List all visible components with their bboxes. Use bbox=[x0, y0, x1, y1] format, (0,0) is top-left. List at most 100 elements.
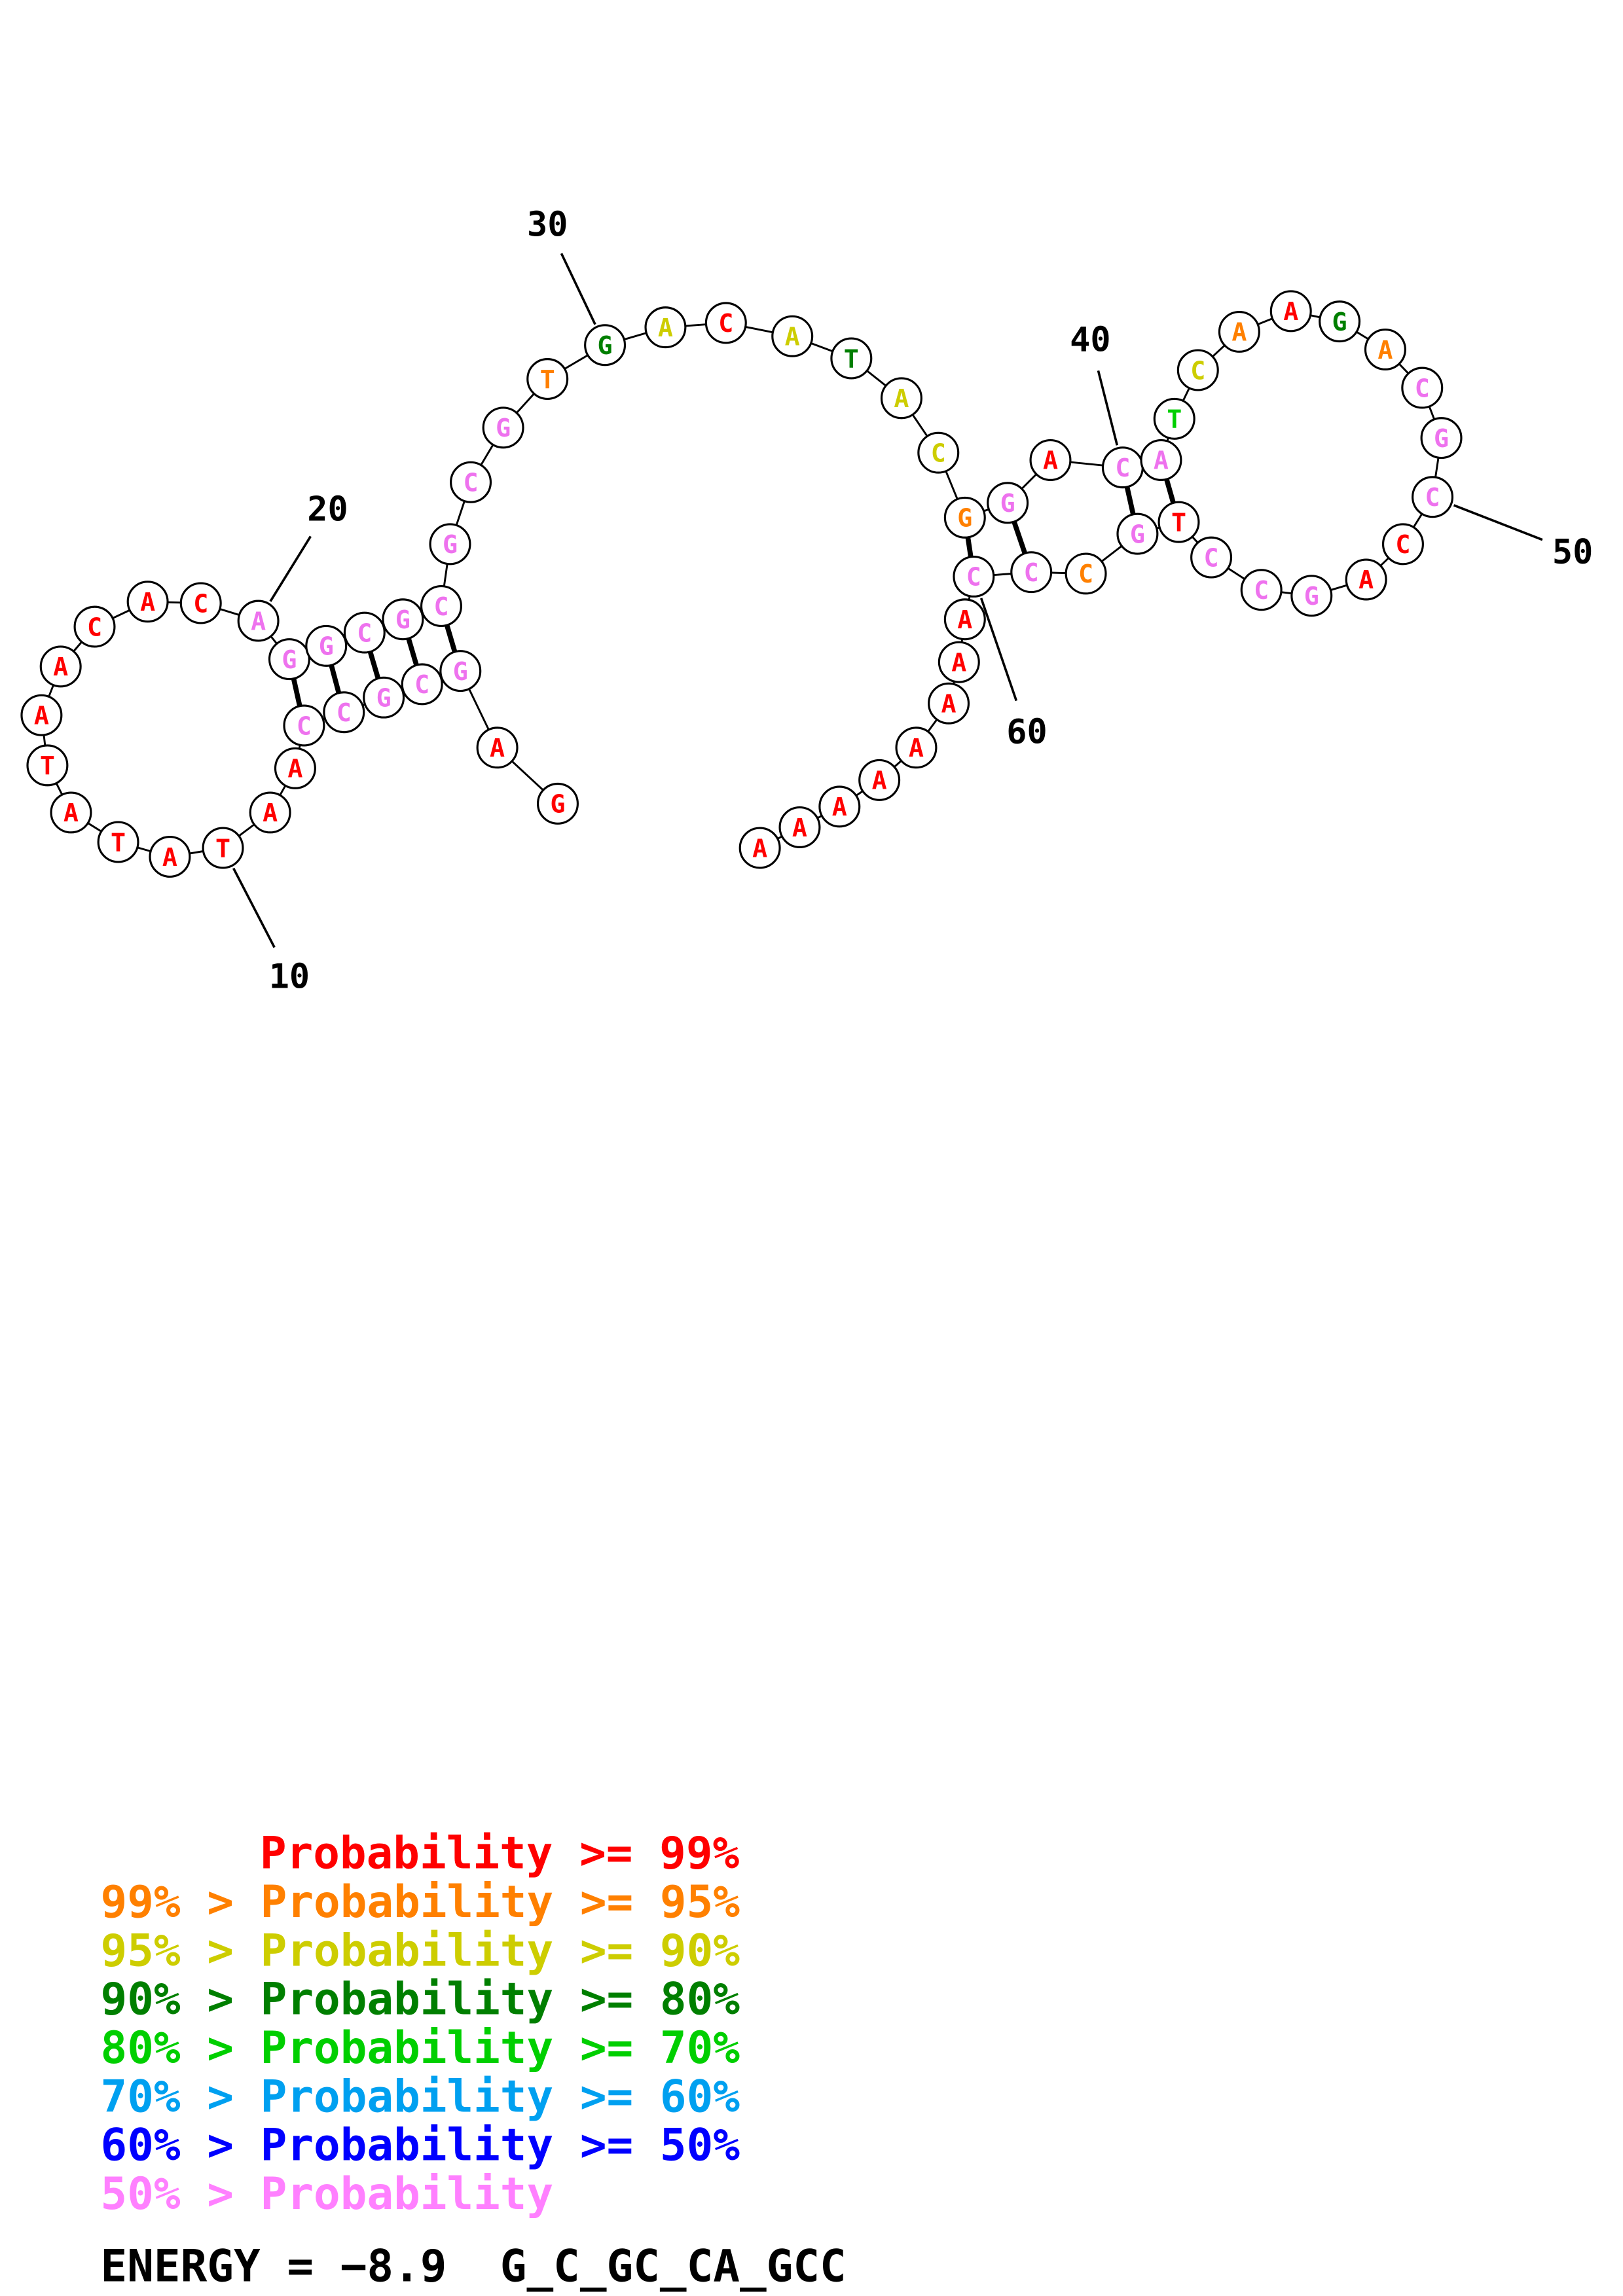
position-label: 50 bbox=[1552, 533, 1593, 572]
nucleotide-letter: C bbox=[193, 589, 208, 619]
nucleotide-letter: T bbox=[1167, 405, 1182, 435]
nucleotide-circle bbox=[1218, 310, 1260, 353]
nucleotide-circle bbox=[1401, 367, 1444, 409]
probability-legend: Probability >= 99% 99% > Probability >= … bbox=[101, 1827, 740, 2219]
nucleotide-circle bbox=[917, 431, 960, 474]
nucleotide-letter: A bbox=[1043, 446, 1058, 476]
nucleotide-circle bbox=[1412, 476, 1454, 518]
nucleotide-letter: A bbox=[53, 653, 68, 682]
nucleotide-letter: C bbox=[357, 619, 372, 648]
nucleotide-letter: G bbox=[1000, 489, 1015, 518]
nucleotide-circle bbox=[450, 461, 492, 503]
position-label: 10 bbox=[269, 958, 310, 997]
nucleotide-letter: C bbox=[1190, 356, 1205, 386]
nucleotide-letter: C bbox=[337, 698, 352, 728]
nucleotide-circle bbox=[482, 406, 524, 449]
nucleotide-circle bbox=[818, 785, 861, 828]
nucleotide-circle bbox=[97, 821, 139, 863]
nucleotide-circle bbox=[928, 682, 970, 725]
position-leader-line bbox=[232, 867, 276, 948]
nucleotide-circle bbox=[771, 315, 814, 357]
nucleotide-letter: C bbox=[1078, 560, 1093, 589]
nucleotide-letter: G bbox=[1332, 308, 1347, 337]
energy-line: ENERGY = −8.9 G_C_GC_CA_GCC bbox=[101, 2240, 847, 2291]
position-labels: 10 20 30 40 50 60 bbox=[269, 206, 1594, 997]
nucleotide-circle bbox=[895, 726, 938, 769]
nucleotide-letter: A bbox=[251, 607, 266, 636]
nucleotide-letter: A bbox=[951, 648, 966, 677]
nucleotide-letter: C bbox=[1415, 374, 1430, 403]
nucleotide-letter: C bbox=[1254, 576, 1269, 605]
nucleotide-letter: C bbox=[718, 309, 733, 338]
nucleotide-letter: A bbox=[1231, 318, 1247, 348]
nucleotide-letter: A bbox=[1359, 565, 1374, 595]
nucleotide-circle bbox=[274, 747, 316, 789]
position-leader-line bbox=[269, 535, 312, 602]
position-leader-line bbox=[1097, 370, 1119, 446]
nucleotide-letter: A bbox=[941, 689, 957, 719]
backbone bbox=[40, 310, 1443, 858]
nucleotide-letter: A bbox=[263, 798, 278, 828]
nucleotide-circle bbox=[1190, 536, 1233, 579]
nucleotide-letter: C bbox=[1024, 558, 1039, 588]
nucleotide-circle bbox=[943, 496, 986, 539]
nucleotide-letter: A bbox=[162, 843, 177, 872]
nucleotide-circle bbox=[283, 704, 325, 747]
leader-lines bbox=[232, 253, 1543, 948]
nucleotide-circle bbox=[943, 598, 986, 641]
nucleotide-letter: G bbox=[453, 657, 468, 687]
nucleotide-circle bbox=[1319, 300, 1361, 343]
nucleotide-letter: A bbox=[140, 588, 155, 617]
nucleotide-circle bbox=[429, 523, 471, 565]
nucleotide-circle bbox=[179, 582, 222, 624]
nucleotide-circle bbox=[363, 676, 405, 719]
nucleotide-letter: G bbox=[1130, 520, 1145, 549]
nucleotide-letter: A bbox=[785, 322, 800, 351]
nucleotide-circle bbox=[1029, 439, 1072, 481]
nucleotide-circle bbox=[1420, 417, 1463, 459]
nucleotide-circle bbox=[149, 836, 191, 878]
nucleotide-letter: A bbox=[1377, 336, 1393, 365]
nucleotide-circle bbox=[382, 598, 424, 641]
nucleotide-letter: T bbox=[1171, 508, 1186, 537]
nucleotide-circle bbox=[1345, 558, 1387, 601]
nucleotide-letter: T bbox=[844, 344, 859, 374]
nucleotide-circle bbox=[268, 638, 310, 681]
nucleotide-letter: C bbox=[966, 563, 981, 592]
nucleotide-circle bbox=[830, 337, 873, 380]
nucleotide-circle bbox=[987, 482, 1029, 524]
nucleotide-letter: A bbox=[34, 702, 49, 731]
nucleotide-circle bbox=[1381, 523, 1424, 565]
nucleotide-letter: C bbox=[1115, 454, 1130, 483]
nucleotide-circle bbox=[1240, 569, 1283, 611]
nucleotide-letter: A bbox=[792, 814, 807, 843]
nucleotide-circle bbox=[778, 806, 821, 848]
nucleotide-letter: G bbox=[376, 683, 392, 713]
nucleotide-letter: T bbox=[215, 834, 230, 863]
nucleotide-circle bbox=[880, 377, 922, 420]
nucleotide-circle bbox=[526, 358, 569, 401]
nucleotide-circle bbox=[858, 759, 901, 801]
nucleotide-circle bbox=[1140, 439, 1182, 481]
legend-row-95: 99% > Probability >= 95% bbox=[101, 1876, 740, 1928]
nucleotide-letter: A bbox=[957, 605, 972, 635]
nucleotide-circle bbox=[323, 691, 365, 734]
nucleotide-circle bbox=[343, 611, 386, 654]
nucleotide-letter: G bbox=[550, 790, 565, 819]
nucleotide-letter: A bbox=[490, 734, 505, 763]
nucleotide-circle bbox=[1364, 328, 1406, 370]
nucleotide-letter: A bbox=[64, 798, 79, 828]
nucleotide-circle bbox=[50, 791, 92, 834]
nucleotide-circle bbox=[202, 827, 244, 869]
nucleotide-circle bbox=[644, 306, 687, 349]
nucleotide-letter: G bbox=[496, 414, 511, 443]
nucleotide-letter: C bbox=[87, 613, 102, 642]
nucleotide-circle bbox=[249, 791, 291, 834]
nucleotide-letter: C bbox=[1204, 543, 1219, 573]
nucleotide-circle bbox=[1116, 512, 1159, 555]
nucleotide-letter: A bbox=[1283, 297, 1298, 327]
nucleotide-letter: T bbox=[540, 365, 555, 395]
position-label: 40 bbox=[1070, 320, 1110, 359]
nucleotide-letter: A bbox=[658, 314, 673, 343]
